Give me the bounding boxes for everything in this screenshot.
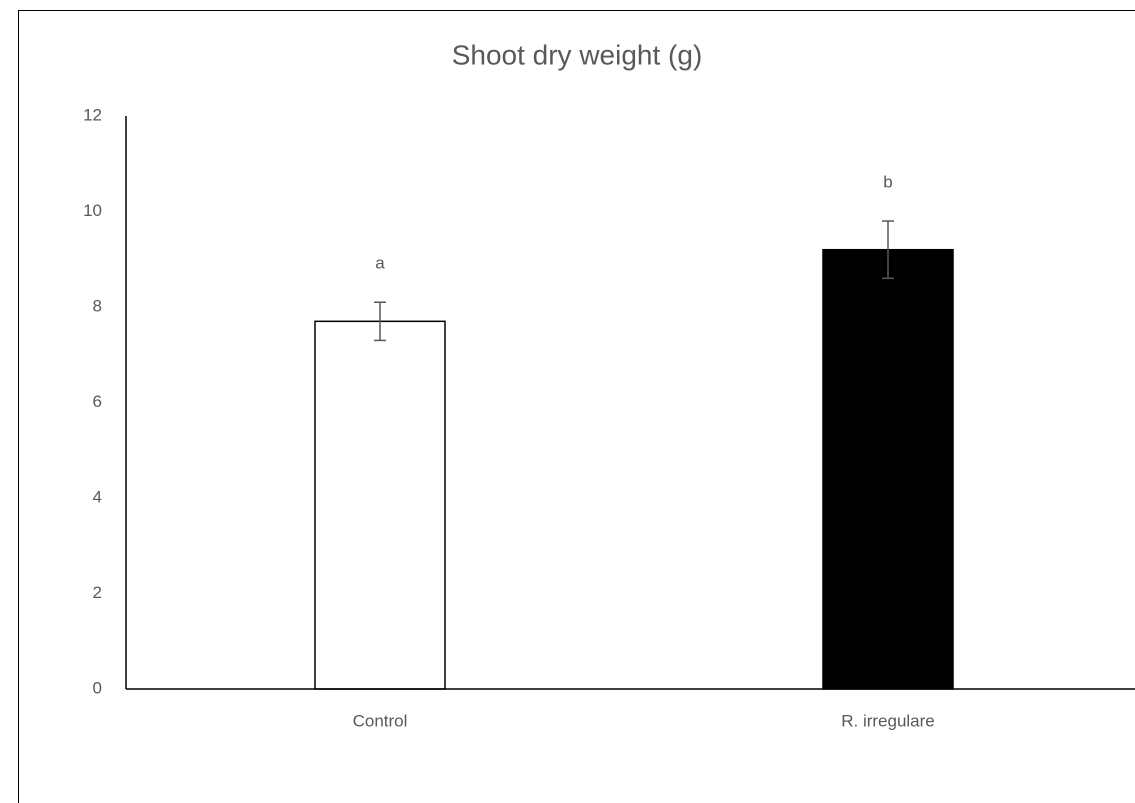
error-bar xyxy=(882,220,894,280)
bar xyxy=(314,320,446,690)
y-tick-label: 12 xyxy=(83,105,102,124)
x-tick-label: R. irregulare xyxy=(841,711,935,730)
y-tick-label: 0 xyxy=(93,678,102,697)
y-tick-label: 8 xyxy=(93,296,102,315)
chart-title: Shoot dry weight (g) xyxy=(452,39,703,70)
y-tick-label: 10 xyxy=(83,201,102,220)
error-bar xyxy=(374,301,386,342)
chart-frame xyxy=(18,10,1135,803)
y-tick-label: 2 xyxy=(93,583,102,602)
y-tick-label: 6 xyxy=(93,392,102,411)
annotation: b xyxy=(883,173,892,192)
bar xyxy=(822,248,954,690)
annotation: a xyxy=(375,254,385,273)
y-tick-label: 4 xyxy=(93,487,102,506)
x-tick-label: Control xyxy=(353,711,408,730)
